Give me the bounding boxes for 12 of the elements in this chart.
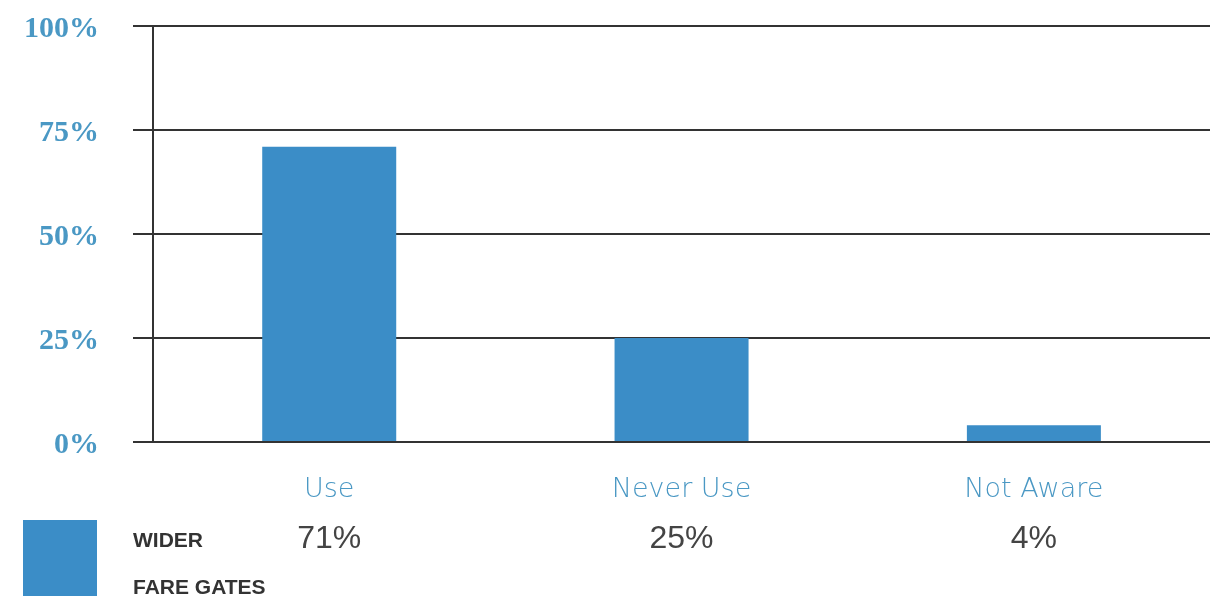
x-tick-label: Never Use (611, 472, 752, 503)
y-tick-label: 0% (54, 425, 99, 459)
y-tick-label: 50% (39, 217, 99, 251)
y-tick-label: 75% (39, 113, 99, 147)
data-label: 71% (297, 519, 362, 555)
x-tick-label: Use (303, 472, 355, 503)
data-label: 25% (649, 519, 714, 555)
y-tick-label: 100% (24, 9, 99, 43)
data-label: 4% (1010, 519, 1057, 555)
y-tick-label: 25% (39, 321, 99, 355)
x-tick-label: Not Aware (964, 472, 1104, 503)
text: WIDER FARE GATES (133, 527, 266, 596)
